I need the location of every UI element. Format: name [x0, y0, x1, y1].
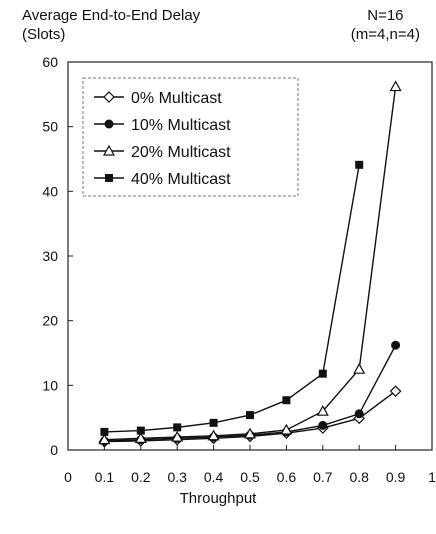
triangle-marker	[102, 144, 116, 156]
square-marker	[173, 423, 182, 432]
triangle-marker	[280, 423, 293, 435]
y-axis-label-line1: Average End-to-End Delay	[22, 7, 201, 24]
legend-label: 10% Multicast	[131, 117, 231, 134]
legend-item: 10% Multicast	[94, 117, 231, 134]
y-tick-label: 60	[42, 54, 58, 70]
legend-label: 40% Multicast	[131, 171, 231, 188]
series-square	[100, 160, 364, 436]
y-tick-label: 20	[42, 313, 58, 329]
condition-label-line1: N=16	[367, 7, 404, 24]
series-line	[104, 344, 397, 442]
x-tick-label: 0.7	[313, 469, 333, 485]
square-marker	[136, 426, 145, 435]
x-tick-label: 0.9	[386, 469, 406, 485]
triangle-marker	[353, 362, 366, 374]
y-axis-label: Average End-to-End Delay (Slots)	[22, 6, 200, 44]
square-marker	[282, 396, 291, 405]
legend-item: 0% Multicast	[94, 90, 222, 107]
triangle-marker	[134, 432, 147, 443]
y-tick-label: 10	[42, 377, 58, 393]
diamond-marker	[103, 91, 115, 103]
square-marker	[105, 174, 113, 182]
x-tick-label: 0.2	[131, 469, 151, 485]
circle-marker	[354, 409, 364, 419]
y-axis-label-line2: (Slots)	[22, 26, 66, 43]
x-tick-label: 0.4	[204, 469, 224, 485]
diamond-marker	[389, 385, 402, 398]
y-tick-label: 50	[42, 119, 58, 135]
square-marker	[100, 427, 109, 436]
square-marker	[318, 369, 327, 378]
condition-label-line2: (m=4,n=4)	[350, 26, 420, 43]
series-line	[104, 164, 360, 433]
circle-marker	[318, 420, 328, 430]
legend-label: 0% Multicast	[131, 90, 222, 107]
square-marker	[209, 418, 218, 427]
x-tick-label: 0.1	[95, 469, 115, 485]
circle-marker	[391, 340, 401, 350]
triangle-marker	[243, 427, 257, 439]
triangle-marker	[316, 404, 329, 416]
x-tick-label: 0	[64, 469, 72, 485]
x-tick-label: 0.8	[349, 469, 369, 485]
legend-label: 20% Multicast	[131, 144, 231, 161]
legend-item: 40% Multicast	[94, 171, 231, 188]
series-triangle	[98, 80, 402, 445]
x-tick-label: 0.3	[167, 469, 187, 485]
y-tick-label: 40	[42, 183, 58, 199]
y-tick-label: 30	[42, 248, 58, 264]
triangle-marker	[98, 433, 111, 445]
condition-label: N=16 (m=4,n=4)	[351, 6, 420, 44]
square-marker	[246, 411, 254, 420]
x-tick-label: 1	[428, 469, 436, 485]
y-tick-label: 0	[50, 442, 58, 458]
circle-marker	[104, 119, 114, 129]
triangle-marker	[389, 80, 402, 92]
x-tick-label: 0.6	[277, 469, 297, 485]
legend-item: 20% Multicast	[94, 144, 231, 161]
x-tick-label: 0.5	[240, 469, 260, 485]
triangle-marker	[171, 430, 184, 442]
square-marker	[355, 160, 364, 169]
triangle-marker	[207, 429, 220, 441]
x-axis-label: Throughput	[179, 490, 257, 507]
